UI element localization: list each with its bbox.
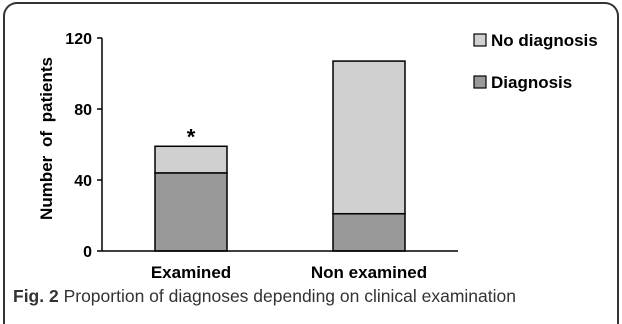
figure-caption: Fig. 2 Proportion of diagnoses depending… xyxy=(13,286,516,307)
y-tick-label: 0 xyxy=(83,244,92,261)
legend-label: Diagnosis xyxy=(491,73,572,92)
figure-label: Fig. 2 xyxy=(13,286,59,306)
bar-diagnosis xyxy=(154,172,228,252)
figure-frame xyxy=(3,2,619,324)
y-tick-label: 80 xyxy=(74,102,92,119)
x-tick-label: Examined xyxy=(151,263,231,282)
figure-caption-text: Proportion of diagnoses depending on cli… xyxy=(63,286,516,306)
legend-swatch xyxy=(473,33,487,47)
x-tick-label: Non examined xyxy=(311,263,427,282)
legend-label: No diagnosis xyxy=(491,31,598,50)
y-tick-label: 40 xyxy=(74,173,92,190)
bar-diagnosis xyxy=(332,212,406,252)
bar-no-diagnosis xyxy=(154,145,228,174)
significance-marker: * xyxy=(187,124,196,149)
y-axis-label: Number of patients xyxy=(37,57,56,220)
bar-no-diagnosis xyxy=(332,60,406,215)
y-tick-label: 120 xyxy=(65,31,92,48)
legend-swatch xyxy=(473,75,487,89)
